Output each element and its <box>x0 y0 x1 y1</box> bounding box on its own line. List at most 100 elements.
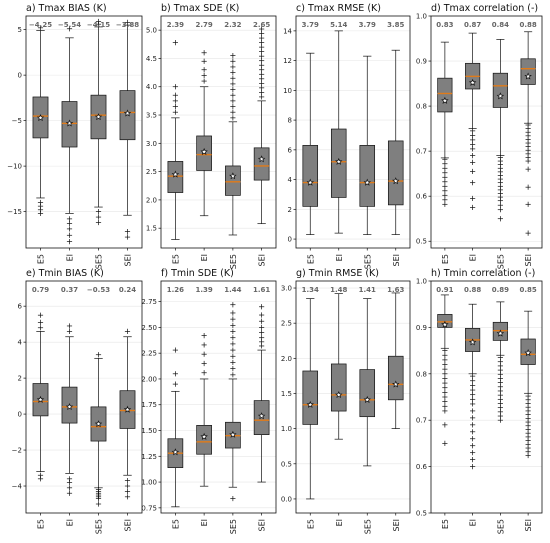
box-e5 <box>167 39 184 240</box>
x-tick-label: E5 <box>171 254 180 264</box>
panel-3: c) Tmax RMSE (K) 0 2 4 6 8 10 12 14 3.79 E5 5.14 EI 3… <box>283 3 411 269</box>
plot-frame <box>430 15 543 249</box>
y-tick-label: 2 <box>288 206 292 214</box>
box-sei <box>253 304 270 483</box>
mean-marker <box>200 432 208 440</box>
mean-label: 2.79 <box>195 21 212 29</box>
mean-marker <box>468 78 477 86</box>
y-tick-label: 14 <box>283 27 292 35</box>
box-ei <box>465 32 481 211</box>
box-se5 <box>90 18 107 226</box>
y-tick-label: 1.5 <box>281 390 292 398</box>
x-tick-label: SE5 <box>95 519 104 534</box>
mean-marker <box>441 320 449 328</box>
y-tick-label: 3.0 <box>281 285 292 293</box>
y-tick-label: 10 <box>283 87 292 95</box>
box-iqr <box>359 145 376 207</box>
box-se5 <box>492 39 508 222</box>
box-iqr <box>302 370 319 425</box>
mean-marker <box>524 72 532 80</box>
panel-title: b) Tmax SDE (K) <box>161 3 239 14</box>
y-tick-label: 2.00 <box>141 375 157 383</box>
y-tick-label: −4 <box>12 483 23 491</box>
y-tick-label: −2 <box>12 447 22 455</box>
mean-label: 0.79 <box>32 286 49 294</box>
mean-marker <box>524 349 532 357</box>
panel-title: h) Tmin correlation (-) <box>431 268 535 279</box>
panel-8: h) Tmin correlation (-) 0.5 0.6 0.7 0.8 0.9 1.… <box>416 268 543 534</box>
y-tick-label: 0 <box>18 72 22 80</box>
y-tick-label: 2.25 <box>141 350 157 358</box>
y-tick-label: 1.5 <box>146 225 157 233</box>
y-tick-label: 1.0 <box>416 278 427 286</box>
x-tick-label: EI <box>469 519 478 526</box>
box-ei <box>61 26 78 245</box>
panel-4: d) Tmax correlation (-) 0.5 0.6 0.7 0.8 0.9 1.… <box>416 3 543 269</box>
plot-frame <box>160 15 277 249</box>
box-ei <box>465 303 481 470</box>
mean-marker <box>171 448 180 456</box>
box-se5 <box>359 55 376 235</box>
y-tick-label: 4 <box>288 176 293 184</box>
y-tick-label: 0.6 <box>416 463 428 471</box>
box-iqr <box>196 425 212 455</box>
mean-label: 1.26 <box>167 286 184 294</box>
y-tick-label: 0.5 <box>281 460 292 468</box>
x-tick-label: SEI <box>392 254 401 267</box>
mean-label: −4.25 <box>29 21 52 29</box>
mean-label: 0.24 <box>119 286 136 294</box>
mean-marker <box>392 380 400 388</box>
box-sei <box>119 328 136 500</box>
panel-title: c) Tmax RMSE (K) <box>296 3 381 14</box>
box-ei <box>330 293 347 440</box>
x-tick-label: E5 <box>441 254 450 264</box>
box-iqr <box>167 161 184 193</box>
y-tick-label: 5 <box>18 26 22 34</box>
mean-label: 0.89 <box>492 286 509 294</box>
mean-label: 1.48 <box>330 286 347 294</box>
x-tick-label: E5 <box>441 519 450 529</box>
mean-label: 0.87 <box>464 21 481 29</box>
mean-label: 1.61 <box>253 286 270 294</box>
plot-frame <box>295 15 411 249</box>
box-sei <box>119 19 136 240</box>
box-iqr <box>492 72 508 108</box>
plot-frame <box>25 280 143 514</box>
y-tick-label: −5 <box>12 117 22 125</box>
box-iqr <box>253 147 270 181</box>
box-iqr <box>119 90 136 141</box>
y-tick-label: 0.6 <box>416 193 428 201</box>
panel-title: d) Tmax correlation (-) <box>431 3 538 14</box>
mean-label: 0.88 <box>519 21 536 29</box>
y-tick-label: 0.5 <box>416 510 427 518</box>
plot-frame <box>25 15 143 249</box>
mean-label: −5.54 <box>58 21 81 29</box>
x-tick-label: E5 <box>171 519 180 529</box>
box-se5 <box>90 352 107 507</box>
box-e5 <box>167 347 184 508</box>
box-ei <box>61 323 78 496</box>
y-tick-label: 1.25 <box>141 453 157 461</box>
box-se5 <box>359 298 376 467</box>
y-tick-label: 0.9 <box>416 324 427 332</box>
mean-label: 1.63 <box>387 286 404 294</box>
mean-label: 0.88 <box>464 286 481 294</box>
mean-marker <box>306 400 314 408</box>
panel-6: f) Tmin SDE (K) 0.75 1.00 1.25 1.50 1.75 2.00 2… <box>141 268 277 534</box>
box-e5 <box>32 25 49 217</box>
mean-label: 1.34 <box>302 286 319 294</box>
y-tick-label: 2.0 <box>146 196 157 204</box>
plot-frame <box>295 280 411 514</box>
y-tick-label: 0.8 <box>416 103 427 111</box>
box-iqr <box>387 355 404 401</box>
y-tick-label: 2.50 <box>141 324 157 332</box>
y-tick-label: 1.0 <box>416 13 427 21</box>
x-tick-label: SEI <box>124 519 133 532</box>
y-tick-label: 0.5 <box>416 238 427 246</box>
y-tick-label: 1.75 <box>141 401 157 409</box>
y-tick-label: 2 <box>18 375 22 383</box>
mean-label: 5.14 <box>330 21 347 29</box>
mean-marker <box>363 395 371 403</box>
box-e5 <box>437 41 453 207</box>
